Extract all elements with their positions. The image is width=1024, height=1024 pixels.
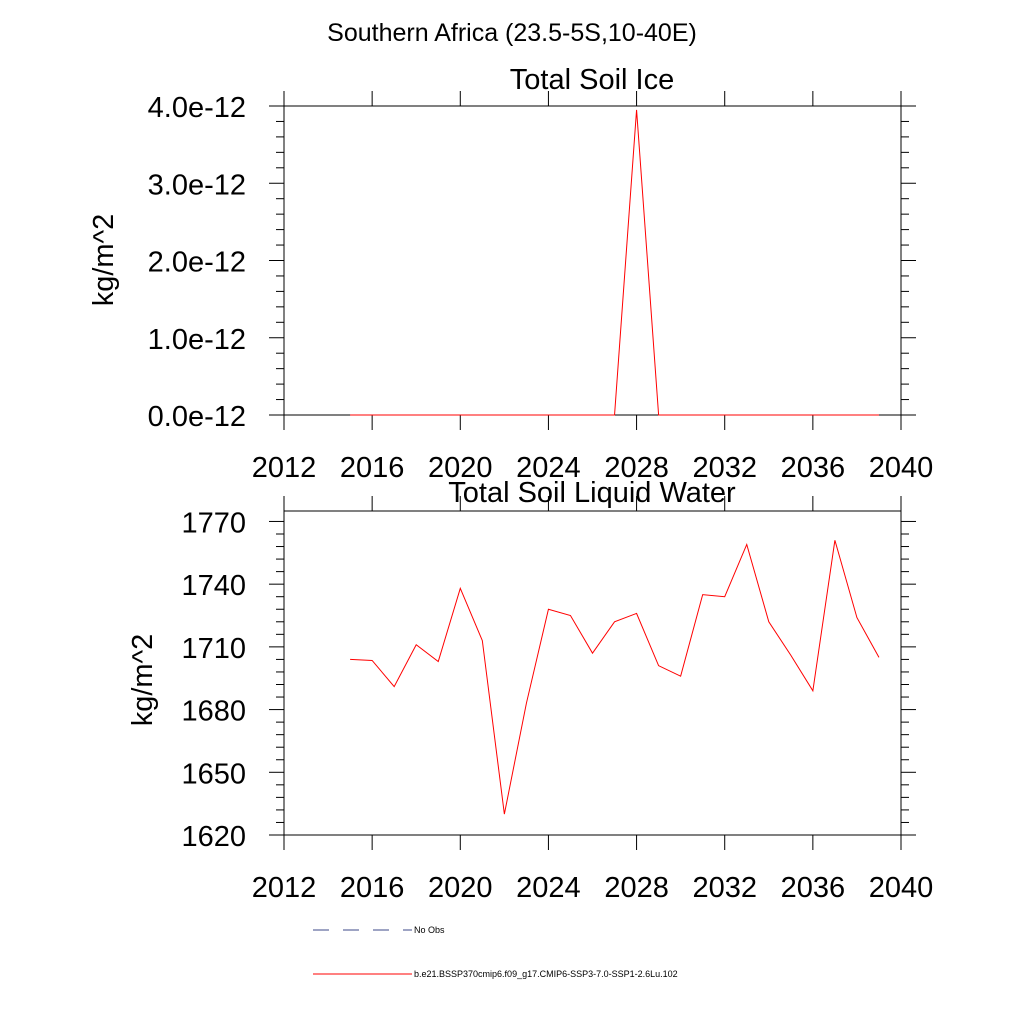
series-line bbox=[350, 109, 879, 416]
x-tick-label: 2032 bbox=[692, 452, 757, 484]
x-tick-label: 2016 bbox=[340, 872, 405, 904]
panel-soil-liquid-water: Total Soil Liquid Water kg/m^2 2012 2016 2… bbox=[127, 477, 933, 904]
plot-frame bbox=[283, 105, 902, 416]
y-tick-label: 0.0e-12 bbox=[148, 401, 246, 433]
x-tick-label: 2028 bbox=[604, 452, 669, 484]
x-tick-label: 2020 bbox=[428, 872, 493, 904]
y-tick-label: 2.0e-12 bbox=[148, 247, 246, 279]
plot-frame bbox=[283, 510, 902, 836]
x-tick-label: 2016 bbox=[340, 452, 405, 484]
x-tick-label: 2040 bbox=[869, 452, 934, 484]
plot-area: 2012 2016 2020 2024 2028 2032 2036 2040 0.0e-12 1… bbox=[148, 91, 934, 484]
y-tick-label: 1710 bbox=[181, 633, 246, 665]
panel-title: Total Soil Ice bbox=[510, 64, 674, 96]
legend-label: b.e21.BSSP370cmip6.f09_g17.CMIP6-SSP3-7.… bbox=[414, 969, 678, 979]
y-axis-label: kg/m^2 bbox=[127, 634, 159, 727]
x-tick-label: 2024 bbox=[516, 452, 581, 484]
x-tick-label: 2020 bbox=[428, 452, 493, 484]
y-tick-label: 4.0e-12 bbox=[148, 92, 246, 124]
legend-label: No Obs bbox=[414, 925, 445, 935]
y-tick-label: 1680 bbox=[181, 696, 246, 728]
panel-soil-ice: Total Soil Ice kg/m^2 2012 2016 2020 2024 20… bbox=[88, 64, 933, 484]
legend: No Obs b.e21.BSSP370cmip6.f09_g17.CMIP6-… bbox=[313, 925, 678, 979]
x-tick-label: 2024 bbox=[516, 872, 581, 904]
x-tick-label: 2032 bbox=[692, 872, 757, 904]
x-tick-label: 2028 bbox=[604, 872, 669, 904]
figure-title: Southern Africa (23.5-5S,10-40E) bbox=[327, 19, 697, 47]
y-tick-label: 1.0e-12 bbox=[148, 324, 246, 356]
plot-area: 2012 2016 2020 2024 2028 2032 2036 2040 1620 1650… bbox=[181, 496, 933, 904]
x-tick-label: 2036 bbox=[781, 872, 846, 904]
y-tick-label: 1770 bbox=[181, 507, 246, 539]
x-tick-label: 2036 bbox=[781, 452, 846, 484]
y-tick-label: 3.0e-12 bbox=[148, 169, 246, 201]
y-tick-label: 1740 bbox=[181, 570, 246, 602]
panel-title: Total Soil Liquid Water bbox=[448, 477, 736, 509]
legend-item-no-obs: No Obs bbox=[313, 925, 445, 935]
y-tick-label: 1620 bbox=[181, 821, 246, 853]
x-tick-label: 2040 bbox=[869, 872, 934, 904]
y-axis-label: kg/m^2 bbox=[88, 214, 120, 307]
y-tick-label: 1650 bbox=[181, 758, 246, 790]
x-tick-label: 2012 bbox=[252, 452, 317, 484]
series-line bbox=[350, 540, 880, 815]
x-tick-label: 2012 bbox=[252, 872, 317, 904]
legend-item-model-run: b.e21.BSSP370cmip6.f09_g17.CMIP6-SSP3-7.… bbox=[313, 969, 678, 979]
